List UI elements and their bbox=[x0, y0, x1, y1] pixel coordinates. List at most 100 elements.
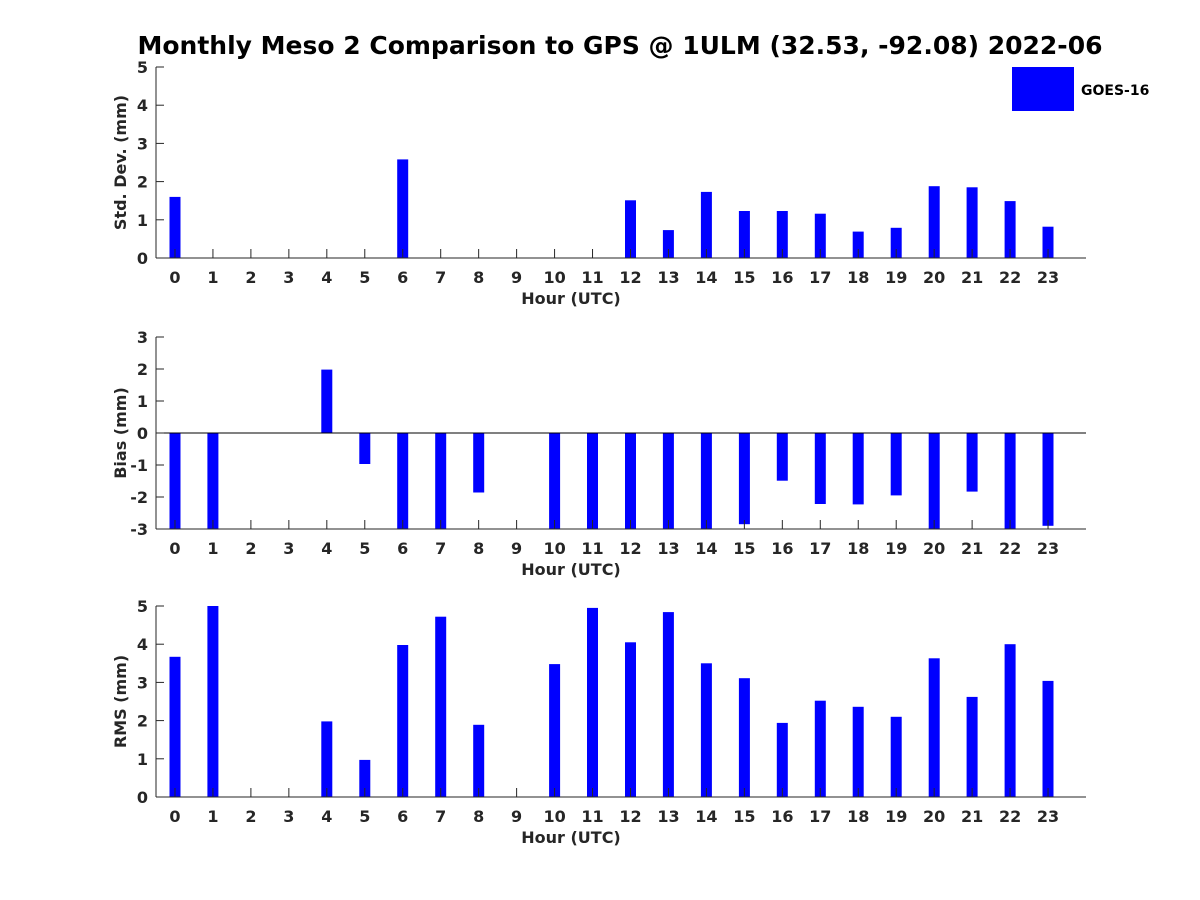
x-tick-label: 21 bbox=[961, 539, 983, 558]
y-tick-label: 0 bbox=[137, 249, 148, 268]
x-tick-label: 8 bbox=[473, 539, 484, 558]
bar-hour-20 bbox=[928, 433, 940, 529]
bar-hour-14 bbox=[700, 191, 712, 258]
bar-hour-15 bbox=[738, 678, 750, 797]
x-tick-label: 11 bbox=[581, 539, 603, 558]
x-tick-label: 6 bbox=[397, 539, 408, 558]
bar-hour-10 bbox=[549, 433, 561, 529]
bar-hour-0 bbox=[169, 196, 181, 258]
x-tick-label: 1 bbox=[207, 268, 218, 287]
bar-hour-18 bbox=[852, 231, 864, 258]
x-tick-label: 22 bbox=[999, 268, 1021, 287]
x-tick-label: 6 bbox=[397, 807, 408, 826]
x-tick-label: 23 bbox=[1037, 539, 1059, 558]
x-tick-label: 4 bbox=[321, 539, 332, 558]
bar-hour-5 bbox=[359, 433, 371, 464]
bar-hour-4 bbox=[321, 721, 333, 797]
x-tick-label: 19 bbox=[885, 268, 907, 287]
x-tick-label: 5 bbox=[359, 807, 370, 826]
bar-hour-6 bbox=[397, 645, 409, 797]
y-tick-label: 0 bbox=[137, 788, 148, 807]
bar-hour-22 bbox=[1004, 201, 1016, 258]
x-tick-label: 0 bbox=[169, 539, 180, 558]
x-tick-label: 13 bbox=[657, 807, 679, 826]
x-tick-label: 21 bbox=[961, 268, 983, 287]
x-tick-label: 2 bbox=[245, 539, 256, 558]
bar-hour-19 bbox=[890, 716, 902, 797]
bar-hour-21 bbox=[966, 433, 978, 492]
x-tick-label: 22 bbox=[999, 807, 1021, 826]
x-tick-label: 12 bbox=[619, 539, 641, 558]
bar-hour-8 bbox=[473, 724, 485, 797]
x-tick-label: 2 bbox=[245, 807, 256, 826]
x-tick-label: 20 bbox=[923, 539, 945, 558]
bar-hour-12 bbox=[625, 433, 636, 529]
x-tick-label: 0 bbox=[169, 807, 180, 826]
x-tick-label: 20 bbox=[923, 268, 945, 287]
x-tick-label: 20 bbox=[923, 807, 945, 826]
x-tick-label: 3 bbox=[283, 539, 294, 558]
x-tick-label: 12 bbox=[619, 807, 641, 826]
bar-hour-10 bbox=[549, 664, 561, 797]
x-tick-label: 16 bbox=[771, 807, 793, 826]
bar-hour-15 bbox=[738, 211, 750, 258]
x-tick-label: 17 bbox=[809, 268, 831, 287]
y-tick-label: 3 bbox=[137, 328, 148, 347]
x-tick-label: 15 bbox=[733, 539, 755, 558]
x-tick-label: 17 bbox=[809, 539, 831, 558]
bar-hour-0 bbox=[169, 433, 181, 529]
x-tick-label: 1 bbox=[207, 539, 218, 558]
x-tick-label: 9 bbox=[511, 268, 522, 287]
legend-label: GOES-16 bbox=[1081, 83, 1149, 99]
x-tick-label: 14 bbox=[695, 539, 717, 558]
x-tick-label: 23 bbox=[1037, 268, 1059, 287]
x-tick-label: 18 bbox=[847, 807, 869, 826]
y-tick-label: 2 bbox=[137, 173, 148, 192]
x-tick-label: 2 bbox=[245, 268, 256, 287]
bar-hour-18 bbox=[852, 433, 864, 505]
y-tick-label: 5 bbox=[137, 597, 148, 616]
y-tick-label: -1 bbox=[130, 456, 148, 475]
y-axis-label: Bias (mm) bbox=[111, 387, 130, 479]
bar-hour-4 bbox=[321, 369, 333, 433]
x-tick-label: 11 bbox=[581, 268, 603, 287]
bar-hour-0 bbox=[169, 656, 181, 797]
x-tick-label: 16 bbox=[771, 268, 793, 287]
bar-hour-1 bbox=[207, 606, 219, 797]
x-tick-label: 5 bbox=[359, 268, 370, 287]
bar-hour-23 bbox=[1042, 433, 1054, 526]
x-axis-label: Hour (UTC) bbox=[521, 289, 621, 308]
bar-hour-13 bbox=[662, 230, 674, 258]
y-tick-label: 4 bbox=[137, 96, 148, 115]
bar-hour-17 bbox=[814, 213, 826, 258]
x-tick-label: 11 bbox=[581, 807, 603, 826]
x-axis-label: Hour (UTC) bbox=[521, 828, 621, 847]
bar-hour-13 bbox=[662, 433, 674, 529]
y-tick-label: 2 bbox=[137, 712, 148, 731]
bar-hour-17 bbox=[814, 433, 826, 504]
x-tick-label: 14 bbox=[695, 807, 717, 826]
legend-swatch bbox=[1012, 67, 1074, 111]
y-axis-label: Std. Dev. (mm) bbox=[111, 95, 130, 230]
x-tick-label: 23 bbox=[1037, 807, 1059, 826]
legend: GOES-16 bbox=[1012, 67, 1149, 111]
x-tick-label: 8 bbox=[473, 807, 484, 826]
bar-hour-11 bbox=[587, 607, 598, 797]
bar-hour-15 bbox=[738, 433, 750, 525]
x-axis-label: Hour (UTC) bbox=[521, 560, 621, 579]
bar-hour-19 bbox=[890, 227, 902, 258]
bar-hour-16 bbox=[776, 211, 788, 258]
x-tick-label: 16 bbox=[771, 539, 793, 558]
bar-hour-5 bbox=[359, 759, 371, 797]
y-tick-label: 1 bbox=[137, 392, 148, 411]
x-tick-label: 19 bbox=[885, 539, 907, 558]
x-tick-label: 7 bbox=[435, 807, 446, 826]
x-tick-label: 4 bbox=[321, 268, 332, 287]
bar-hour-17 bbox=[814, 700, 826, 797]
bar-hour-13 bbox=[662, 612, 674, 797]
bar-hour-18 bbox=[852, 706, 864, 797]
